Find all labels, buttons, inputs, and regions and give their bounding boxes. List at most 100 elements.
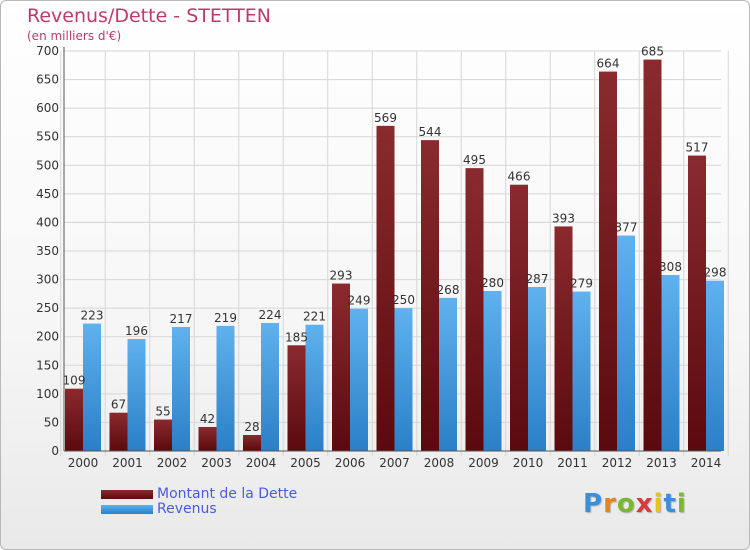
bar-revenue-2007 — [394, 308, 413, 451]
data-label-debt-2003: 42 — [200, 412, 215, 426]
data-label-revenue-2001: 196 — [125, 324, 148, 338]
data-label-debt-2014: 517 — [686, 141, 709, 155]
y-tick-label: 0 — [51, 444, 59, 458]
bar-debt-2010 — [510, 184, 528, 451]
x-tick-label: 2012 — [602, 456, 633, 470]
y-tick-label: 500 — [36, 158, 59, 172]
data-label-revenue-2003: 219 — [214, 311, 237, 325]
data-label-revenue-2002: 217 — [170, 312, 193, 326]
chart-title: Revenus/Dette - STETTEN — [27, 5, 271, 27]
bar-revenue-2000 — [83, 323, 101, 451]
bar-revenue-2001 — [127, 339, 146, 451]
bar-debt-2009 — [465, 168, 484, 451]
x-tick-label: 2003 — [201, 456, 232, 470]
data-label-debt-2001: 67 — [111, 398, 126, 412]
bar-debt-2001 — [109, 412, 128, 451]
data-label-revenue-2006: 249 — [348, 294, 371, 308]
bar-revenue-2005 — [305, 324, 324, 451]
chart-subtitle: (en milliers d'€) — [27, 29, 122, 43]
logo-letter: o — [616, 489, 636, 519]
logo-letter: t — [663, 489, 677, 519]
bar-debt-2011 — [554, 226, 573, 451]
bar-debt-2013 — [643, 59, 662, 451]
data-label-debt-2008: 544 — [419, 125, 442, 139]
y-tick-label: 700 — [36, 44, 59, 58]
bar-debt-2005 — [287, 345, 306, 451]
data-label-revenue-2014: 298 — [704, 266, 727, 280]
y-tick-label: 200 — [36, 330, 59, 344]
bar-debt-2008 — [421, 140, 439, 451]
bar-revenue-2003 — [216, 325, 235, 451]
data-label-debt-2006: 293 — [330, 269, 353, 283]
bar-revenue-2012 — [617, 235, 635, 451]
y-tick-label: 250 — [36, 301, 59, 315]
y-tick-label: 350 — [36, 244, 59, 258]
data-label-debt-2004: 28 — [244, 420, 259, 434]
y-tick-label: 300 — [36, 273, 59, 287]
data-label-debt-2005: 185 — [285, 330, 308, 344]
bar-revenue-2013 — [661, 275, 680, 451]
data-label-debt-2009: 495 — [463, 153, 486, 167]
data-label-debt-2010: 466 — [508, 170, 531, 184]
data-label-debt-2013: 685 — [641, 45, 664, 59]
bar-debt-2000 — [65, 388, 83, 451]
bar-debt-2007 — [376, 125, 395, 451]
legend: Montant de la Dette Revenus — [101, 486, 361, 517]
x-tick-label: 2009 — [468, 456, 499, 470]
legend-label-debt: Montant de la Dette — [157, 486, 298, 502]
bar-revenue-2011 — [572, 291, 591, 451]
data-label-revenue-2004: 224 — [259, 308, 282, 322]
x-tick-label: 2000 — [68, 456, 99, 470]
y-tick-label: 100 — [36, 387, 59, 401]
data-label-revenue-2009: 280 — [481, 276, 504, 290]
bar-revenue-2008 — [439, 297, 457, 451]
bar-revenue-2009 — [483, 291, 502, 451]
bar-debt-2012 — [599, 71, 617, 452]
y-tick-label: 550 — [36, 130, 59, 144]
logo-letter: r — [603, 489, 617, 519]
bar-debt-2006 — [332, 283, 350, 451]
data-label-revenue-2012: 377 — [615, 221, 638, 235]
data-label-revenue-2011: 279 — [570, 277, 593, 291]
data-label-debt-2002: 55 — [155, 405, 170, 419]
data-label-debt-2012: 664 — [597, 57, 620, 71]
bar-debt-2004 — [243, 435, 261, 451]
bar-revenue-2006 — [350, 308, 368, 451]
x-tick-label: 2005 — [290, 456, 321, 470]
proxiti-logo: Proxiti — [583, 489, 687, 519]
legend-item-revenue: Revenus — [101, 501, 361, 517]
data-label-debt-2007: 569 — [374, 111, 397, 125]
data-label-revenue-2013: 308 — [659, 260, 682, 274]
y-tick-label: 400 — [36, 215, 59, 229]
legend-swatch-debt — [101, 490, 153, 499]
legend-label-revenue: Revenus — [157, 501, 217, 517]
logo-letter: P — [583, 489, 604, 519]
x-tick-label: 2004 — [246, 456, 277, 470]
legend-item-debt: Montant de la Dette — [101, 486, 361, 502]
bar-revenue-2004 — [261, 323, 279, 451]
logo-letter: x — [635, 489, 654, 519]
bar-revenue-2002 — [172, 327, 190, 451]
y-tick-label: 450 — [36, 187, 59, 201]
y-tick-label: 650 — [36, 73, 59, 87]
data-label-debt-2000: 109 — [63, 374, 86, 388]
x-tick-label: 2008 — [424, 456, 455, 470]
x-tick-label: 2011 — [557, 456, 588, 470]
y-tick-label: 50 — [44, 415, 59, 429]
logo-letter: i — [653, 489, 664, 519]
legend-swatch-revenue — [101, 505, 153, 514]
x-tick-label: 2006 — [335, 456, 366, 470]
y-tick-label: 600 — [36, 101, 59, 115]
bar-revenue-2010 — [528, 287, 546, 451]
data-label-revenue-2008: 268 — [437, 283, 460, 297]
x-tick-label: 2014 — [691, 456, 722, 470]
data-label-revenue-2000: 223 — [81, 309, 104, 323]
x-tick-label: 2010 — [513, 456, 544, 470]
x-tick-label: 2013 — [646, 456, 677, 470]
bar-revenue-2014 — [706, 280, 724, 451]
data-label-revenue-2005: 221 — [303, 310, 326, 324]
x-tick-label: 2007 — [379, 456, 410, 470]
data-label-revenue-2007: 250 — [392, 293, 415, 307]
